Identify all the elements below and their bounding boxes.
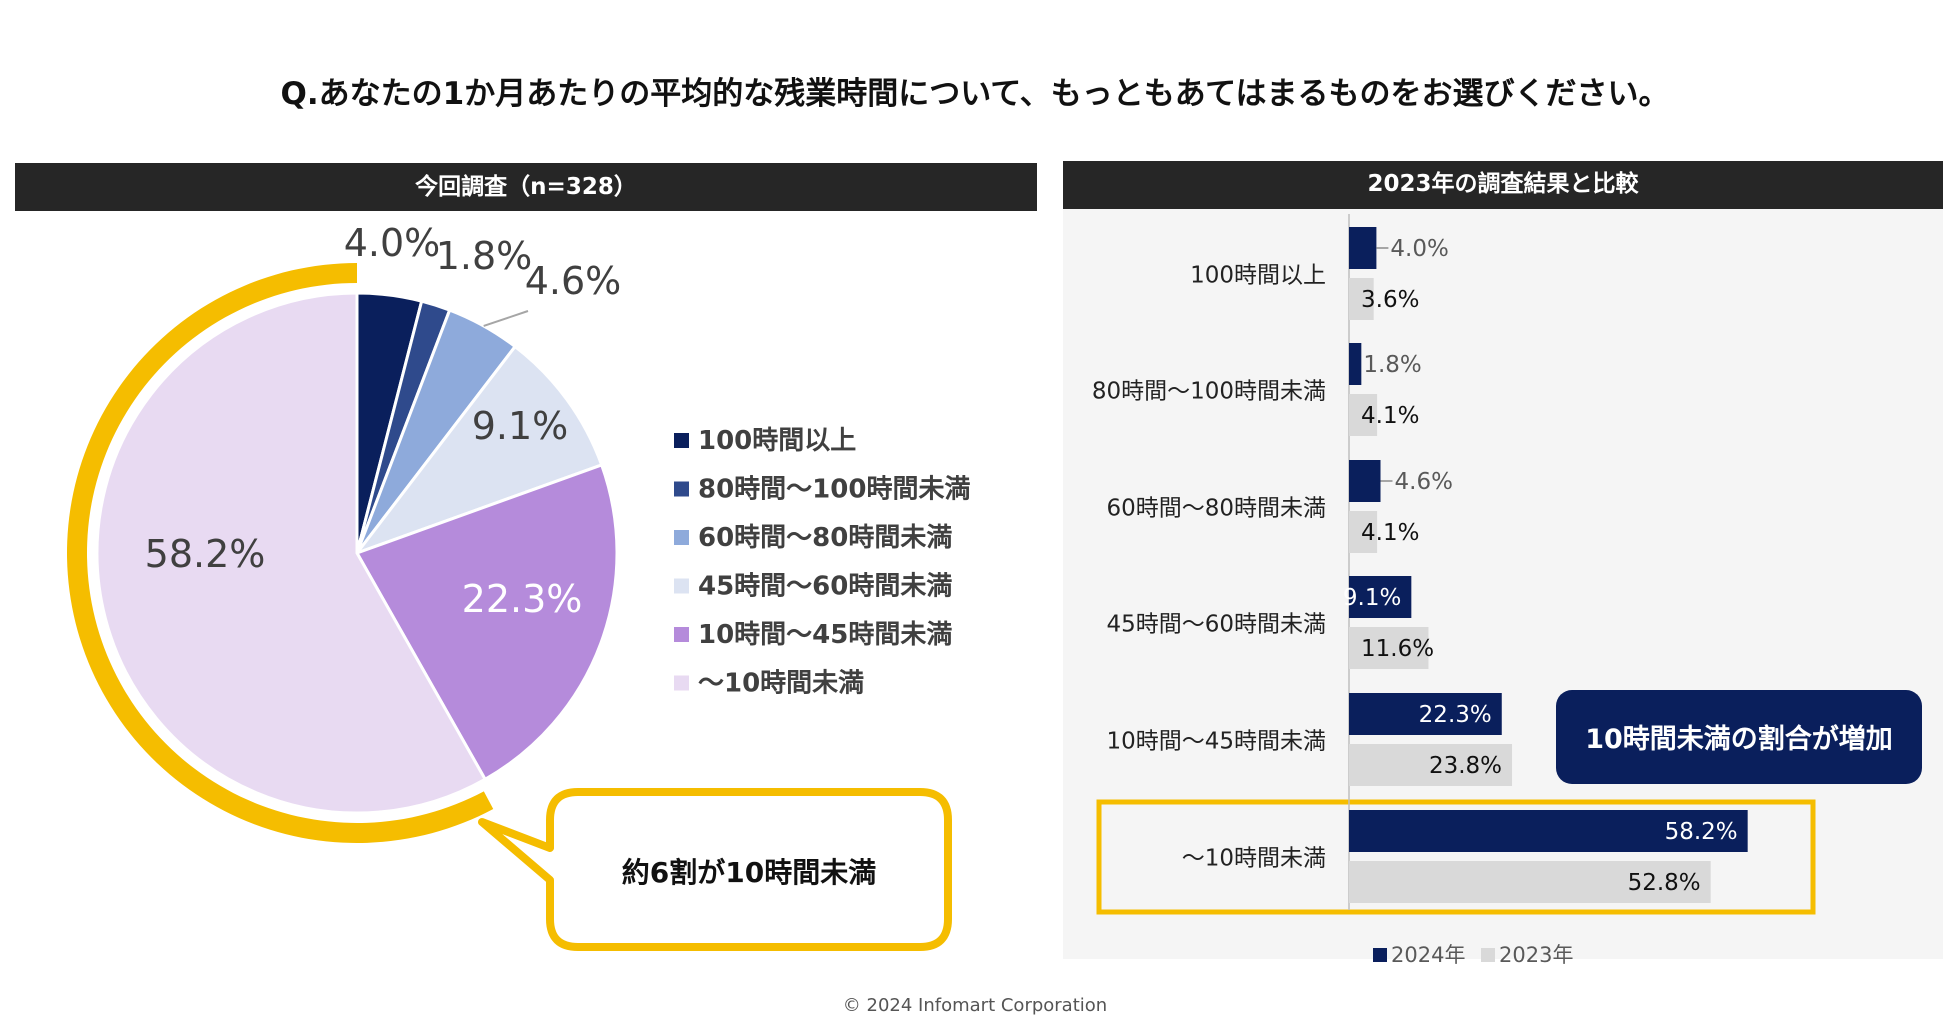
- legend-swatch: [674, 675, 689, 691]
- pie-value-label: 58.2%: [145, 532, 266, 576]
- bar-2023: [1349, 278, 1374, 320]
- bar-2024: [1349, 343, 1362, 385]
- bar-2024-value-label: 9.1%: [1343, 585, 1401, 611]
- bar-2024: [1349, 576, 1412, 618]
- bar-2023: [1349, 861, 1711, 903]
- bar-2024-value-label: 22.3%: [1419, 702, 1492, 728]
- bar-legend-label-2024: 2024年: [1391, 943, 1465, 967]
- legend-label: 60時間〜80時間未満: [698, 523, 952, 553]
- pie-callout-bubble: [478, 788, 952, 951]
- leader-line: [483, 310, 529, 327]
- bar-2023-value-label: 52.8%: [1628, 870, 1701, 896]
- bar-2023-value-label: 3.6%: [1361, 287, 1419, 313]
- bar-category-label: 100時間以上: [1190, 263, 1326, 289]
- bar-2024: [1349, 460, 1381, 502]
- legend-swatch: [674, 433, 689, 448]
- bar-category-label: 10時間〜45時間未満: [1106, 729, 1326, 755]
- bar-callout-box: [1556, 690, 1922, 784]
- pie-slice: [352, 344, 604, 557]
- bar-2023-value-label: 4.1%: [1361, 520, 1419, 546]
- legend-label: 10時間〜45時間未満: [698, 620, 952, 650]
- bar-2024: [1349, 227, 1377, 269]
- legend-swatch: [674, 481, 689, 497]
- pie-value-label: 4.0%: [344, 221, 441, 265]
- bar-2024-value-label: 4.0%: [1390, 236, 1448, 262]
- pie-value-label: 4.6%: [525, 259, 622, 303]
- legend-swatch: [674, 578, 689, 594]
- legend-label: 100時間以上: [698, 426, 856, 456]
- legend-label: 80時間〜100時間未満: [698, 475, 970, 505]
- bar-2023: [1349, 511, 1378, 553]
- bar-category-label: 60時間〜80時間未満: [1106, 496, 1326, 522]
- legend-swatch: [674, 530, 689, 545]
- pie-value-label: 9.1%: [472, 404, 569, 448]
- bar-panel-header: 2023年の調査結果と比較: [1063, 161, 1943, 209]
- bar-2023: [1349, 627, 1429, 669]
- bar-2023-value-label: 11.6%: [1361, 636, 1434, 662]
- bar-2024: [1349, 693, 1502, 735]
- pie-slice: [95, 291, 488, 815]
- bar-2023-value-label: 23.8%: [1429, 753, 1502, 779]
- bar-callout-text: 10時間未満の割合が増加: [1585, 723, 1893, 755]
- bar-2023-value-label: 4.1%: [1361, 403, 1419, 429]
- pie-slice: [354, 463, 619, 782]
- pie-panel-header: 今回調査（n=328）: [15, 163, 1037, 211]
- copyright-footer: © 2024 Infomart Corporation: [842, 995, 1108, 1016]
- bar-2023: [1349, 394, 1378, 436]
- pie-value-label: 1.8%: [436, 234, 533, 278]
- pie-value-label: 22.3%: [462, 577, 583, 621]
- bar-category-label: 〜10時間未満: [1182, 846, 1326, 872]
- bar-legend-swatch-2023: [1481, 948, 1495, 962]
- legend-label: 45時間〜60時間未満: [698, 572, 952, 602]
- legend-label: 〜10時間未満: [698, 669, 864, 699]
- bar-2024-value-label: 4.6%: [1395, 469, 1453, 495]
- pie-callout-text: 約6割が10時間未満: [622, 856, 876, 889]
- bar-2024-value-label: 1.8%: [1363, 352, 1421, 378]
- highlight-frame: [1096, 799, 1816, 915]
- page-title: Q.あなたの1か月あたりの平均的な残業時間について、もっともあてはまるものをお選…: [280, 76, 1670, 112]
- bar-2024: [1349, 810, 1748, 852]
- bar-category-label: 80時間〜100時間未満: [1092, 379, 1326, 405]
- bar-2023: [1349, 744, 1513, 786]
- bar-category-label: 45時間〜60時間未満: [1106, 612, 1326, 638]
- legend-swatch: [674, 627, 689, 642]
- bar-2024-value-label: 58.2%: [1665, 819, 1738, 845]
- bar-legend-label-2023: 2023年: [1499, 943, 1573, 967]
- bar-legend-swatch-2024: [1373, 948, 1387, 962]
